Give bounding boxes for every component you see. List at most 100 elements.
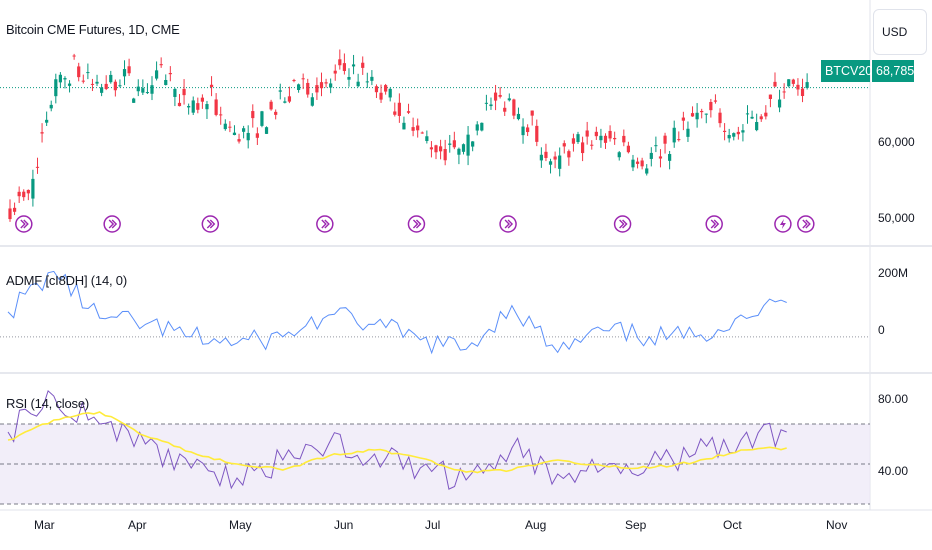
pane-divider-1[interactable] [0, 245, 932, 247]
currency-button[interactable]: USD [873, 9, 927, 55]
candle-body [122, 69, 127, 77]
candle-body [164, 79, 168, 85]
candle [109, 70, 113, 84]
candle-body [681, 117, 685, 121]
candle-body [301, 78, 305, 80]
candle [599, 128, 603, 148]
dividend-marker-icon[interactable] [499, 215, 517, 233]
candle-body [489, 104, 493, 107]
candle [237, 133, 241, 144]
candle-body [397, 102, 401, 116]
rsi-axis-label-40: 40.00 [878, 464, 909, 478]
candle [306, 78, 310, 98]
candle [49, 100, 53, 112]
candle-body [393, 111, 397, 115]
candle [260, 110, 264, 128]
candle-body [709, 101, 713, 111]
candle [351, 54, 356, 75]
candle [164, 74, 168, 86]
main-pane-title: Bitcoin CME Futures, 1D, CME [6, 22, 180, 37]
dividend-marker-icon[interactable] [407, 215, 426, 233]
candle [90, 78, 95, 92]
candle-body [228, 126, 232, 128]
candle [118, 79, 122, 88]
candle-body [196, 103, 200, 110]
candle-body [173, 88, 177, 97]
dividend-marker-icon[interactable] [797, 215, 815, 233]
candle-body [411, 127, 415, 131]
earnings-marker-icon[interactable] [774, 215, 792, 233]
candle [709, 98, 713, 118]
candle [214, 93, 218, 117]
arrow-glyph [321, 219, 330, 229]
candle [571, 133, 576, 152]
dividend-marker-icon[interactable] [15, 215, 33, 233]
candle-body [154, 70, 159, 79]
candle [626, 141, 631, 154]
candle [219, 106, 223, 125]
candle-body [351, 64, 356, 67]
arrow-glyph [108, 219, 118, 229]
candle-body [90, 83, 95, 85]
candle [315, 77, 319, 100]
candle [727, 128, 731, 143]
candle [17, 186, 21, 203]
candle [434, 144, 438, 160]
candle-body [187, 106, 191, 108]
candle-body [118, 85, 122, 87]
dividend-marker-icon[interactable] [103, 215, 121, 233]
dividend-marker-icon[interactable] [613, 215, 632, 233]
pane-divider-2[interactable] [0, 372, 932, 374]
candle-body [722, 130, 727, 132]
candle [342, 53, 346, 75]
candle [296, 83, 301, 93]
candle [516, 107, 521, 121]
candle-body [333, 70, 337, 74]
candle [654, 136, 658, 153]
candle-body [791, 79, 795, 84]
candle [159, 57, 163, 68]
candle-body [580, 142, 585, 154]
candle-body [443, 149, 447, 161]
candle-body [379, 92, 383, 100]
candle [35, 157, 40, 174]
candle [63, 76, 67, 89]
candle-body [191, 100, 195, 113]
candle [677, 131, 681, 142]
candle-body [535, 125, 539, 142]
candle-body [223, 123, 227, 130]
candle-body [370, 76, 374, 81]
rsi-series-line [7, 390, 787, 490]
candle-body [150, 85, 154, 94]
candle-body [571, 138, 576, 144]
candle-body [205, 104, 209, 110]
price-axis-label-60000: 60,000 [878, 135, 915, 149]
candle [384, 83, 388, 95]
candle [310, 93, 314, 107]
candle [681, 111, 685, 131]
candle-body [493, 92, 498, 101]
candle [406, 103, 411, 115]
dividend-marker-icon[interactable] [201, 215, 220, 233]
candle-body [576, 134, 580, 143]
dividend-marker-icon[interactable] [316, 215, 334, 233]
candle [402, 116, 406, 130]
candle-body [782, 91, 786, 93]
candle-body [700, 110, 704, 113]
candle-body [40, 132, 44, 134]
candle-body [306, 82, 310, 95]
arrow-glyph [20, 219, 29, 229]
candle [100, 83, 104, 97]
candle-body [654, 145, 658, 147]
candle [136, 79, 140, 97]
candle-body [471, 141, 475, 147]
candle [567, 149, 571, 166]
candle [370, 70, 374, 86]
candle-body [49, 104, 53, 109]
candle [438, 139, 443, 160]
candle [713, 94, 718, 104]
candle [200, 94, 204, 109]
candle-body [425, 136, 429, 141]
dividend-marker-icon[interactable] [705, 215, 723, 233]
